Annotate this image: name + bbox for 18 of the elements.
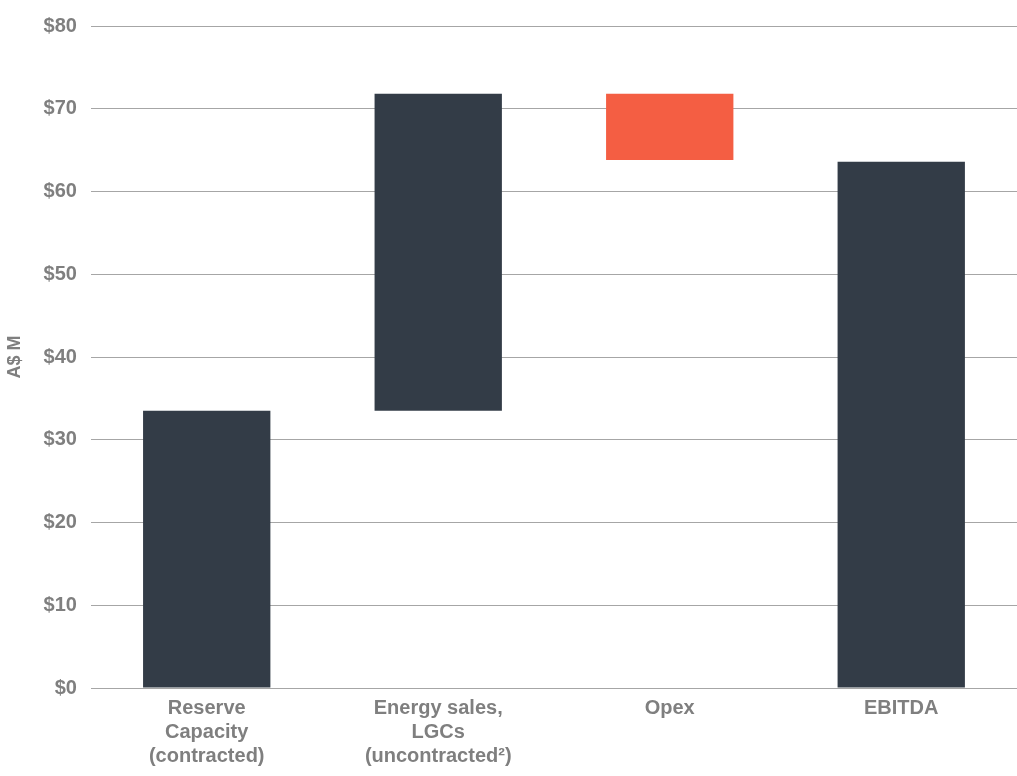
y-tick-label: $30 bbox=[43, 427, 77, 450]
y-axis-title: A$ M bbox=[3, 335, 24, 379]
x-tick-label: EBITDA bbox=[864, 695, 939, 718]
y-tick-label: $80 bbox=[43, 13, 77, 36]
bar bbox=[837, 161, 965, 688]
x-tick-label: Energy sales, LGCs (uncontracted²) bbox=[364, 695, 512, 766]
bar bbox=[374, 93, 502, 411]
bar bbox=[606, 93, 734, 161]
y-tick-label: $50 bbox=[43, 261, 77, 284]
y-tick-label: $60 bbox=[43, 179, 77, 202]
y-tick-label: $40 bbox=[43, 344, 77, 367]
x-tick-label: Opex bbox=[644, 695, 695, 718]
y-tick-label: $20 bbox=[43, 510, 77, 533]
bar bbox=[143, 410, 271, 688]
y-tick-label: $0 bbox=[54, 675, 77, 698]
y-tick-label: $70 bbox=[43, 96, 77, 119]
y-tick-label: $10 bbox=[43, 592, 77, 615]
x-tick-label: Reserve Capacity (contracted) bbox=[148, 695, 265, 766]
